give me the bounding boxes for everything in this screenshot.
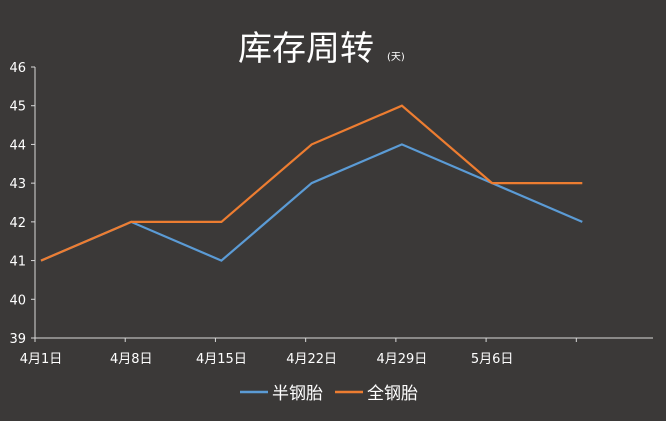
- y-axis-ticks: 39 40 41 42 43 44 45 46: [9, 61, 35, 347]
- y-tick-label: 45: [9, 100, 26, 115]
- y-tick-label: 41: [9, 255, 26, 270]
- y-tick-label: 44: [9, 138, 26, 153]
- legend-label-1: 半钢胎: [272, 384, 323, 404]
- legend-label-2: 全钢胎: [367, 384, 418, 404]
- legend: 半钢胎 全钢胎: [240, 384, 418, 404]
- series-line-2: [40, 104, 583, 262]
- chart-title-unit: (天): [387, 52, 405, 63]
- x-tick-label: 4月15日: [196, 352, 247, 367]
- x-axis-ticks: 4月1日 4月8日 4月15日 4月22日 4月29日 5月6日: [20, 338, 577, 367]
- x-tick-label: 4月29日: [376, 352, 427, 367]
- chart-title: 库存周转: [238, 29, 374, 69]
- axes: [34, 67, 653, 339]
- series-layer: [40, 104, 583, 262]
- x-tick-label: 4月8日: [110, 352, 153, 367]
- x-tick-label: 4月1日: [20, 352, 63, 367]
- x-tick-label: 5月6日: [471, 352, 514, 367]
- y-tick-label: 42: [9, 216, 26, 231]
- series-line-1: [40, 143, 583, 262]
- y-tick-label: 46: [9, 61, 26, 76]
- y-tick-label: 39: [9, 332, 26, 347]
- y-tick-label: 40: [9, 293, 26, 308]
- y-tick-label: 43: [9, 177, 26, 192]
- x-tick-label: 4月22日: [286, 352, 337, 367]
